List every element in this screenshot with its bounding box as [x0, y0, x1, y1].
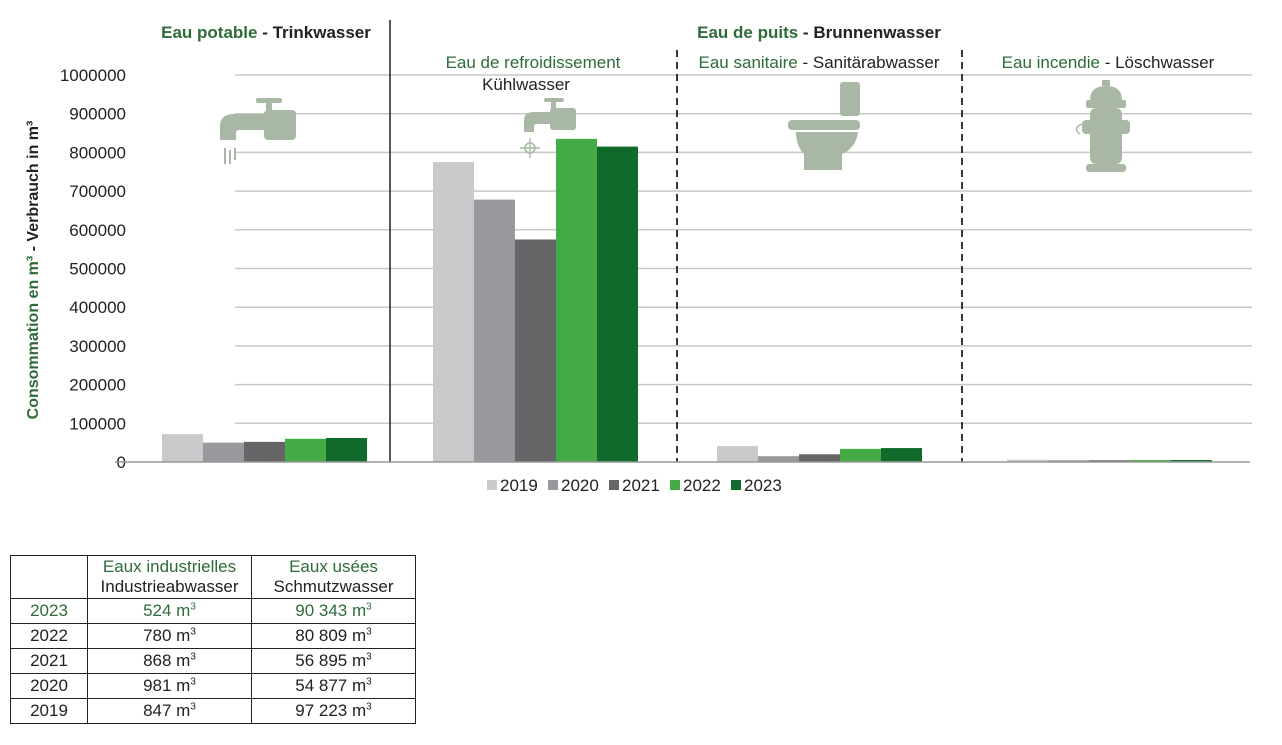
table-cell-industrial: 780 m3 — [87, 623, 252, 649]
table-header-industrial: Eaux industrielles Industrieabwasser — [87, 555, 252, 599]
y-axis-label: Consommation en m³ - Verbrauch in m³ — [25, 121, 42, 420]
table-cell-year: 2019 — [10, 698, 88, 724]
table-row: 2020 981 m3 54 877 m3 — [10, 673, 416, 699]
table-cell-year: 2021 — [10, 648, 88, 674]
table-row: 2022 780 m3 80 809 m3 — [10, 623, 416, 649]
gridlines — [235, 74, 1252, 425]
legend: 2019 2020 2021 2022 2023 — [487, 476, 782, 495]
bar-2019-cat2 — [717, 446, 758, 462]
table-cell-wastewater: 80 809 m3 — [251, 623, 416, 649]
legend-swatch-2023 — [731, 480, 741, 490]
table-cell-industrial: 847 m3 — [87, 698, 252, 724]
y-tick-label: 700000 — [69, 182, 126, 201]
fire-hydrant-icon — [1075, 80, 1130, 172]
y-tick-label: 900000 — [69, 105, 126, 124]
wastewater-table: Eaux industrielles Industrieabwasser Eau… — [10, 555, 416, 724]
bar-2019-cat3 — [1007, 459, 1048, 462]
legend-swatch-2019 — [487, 480, 497, 490]
bar-2021-cat3 — [1089, 460, 1130, 462]
table-row: 2019 847 m3 97 223 m3 — [10, 698, 416, 724]
bar-2020-cat3 — [1048, 460, 1089, 462]
faucet-snowflake-icon — [520, 98, 576, 158]
legend-swatch-2020 — [548, 480, 558, 490]
table-cell-wastewater: 90 343 m3 — [251, 598, 416, 624]
bar-2020-cat1 — [474, 199, 515, 462]
legend-label-2023: 2023 — [744, 476, 782, 495]
bar-2021-cat2 — [799, 454, 840, 462]
table-cell-wastewater: 97 223 m3 — [251, 698, 416, 724]
legend-swatch-2022 — [670, 480, 680, 490]
table-row: 2023 524 m3 90 343 m3 — [10, 598, 416, 624]
category-label-cooling: Eau de refroidissement — [446, 53, 621, 72]
legend-label-2022: 2022 — [683, 476, 721, 495]
legend-swatch-2021 — [609, 480, 619, 490]
bar-2019-cat1 — [433, 162, 474, 462]
category-label-sanitary: Eau sanitaire - Sanitärabwasser — [699, 53, 940, 72]
legend-label-2021: 2021 — [622, 476, 660, 495]
table-cell-industrial: 981 m3 — [87, 673, 252, 699]
y-tick-label: 800000 — [69, 143, 126, 162]
header-potable: Eau potable - Trinkwasser — [161, 23, 371, 42]
table-cell-year: 2022 — [10, 623, 88, 649]
table-header-row: Eaux industrielles Industrieabwasser Eau… — [10, 555, 416, 599]
toilet-icon — [788, 82, 860, 170]
table-cell-wastewater: 56 895 m3 — [251, 648, 416, 674]
header-puits: Eau de puits - Brunnenwasser — [697, 23, 941, 42]
bar-2023-cat2 — [881, 448, 922, 462]
y-tick-label: 100000 — [69, 414, 126, 433]
bar-2022-cat3 — [1130, 460, 1171, 462]
faucet-icon — [220, 98, 296, 164]
table-header-year — [10, 555, 88, 599]
y-axis-ticks: 0100000200000300000400000500000600000700… — [60, 66, 126, 472]
y-tick-label: 1000000 — [60, 66, 126, 85]
bar-2022-cat1 — [556, 138, 597, 463]
table-cell-industrial: 868 m3 — [87, 648, 252, 674]
table-cell-year: 2023 — [10, 598, 88, 624]
category-label-cooling-de: Kühlwasser — [482, 75, 570, 94]
water-consumption-chart: 0100000200000300000400000500000600000700… — [25, 20, 1252, 495]
bar-2021-cat0 — [244, 441, 285, 462]
legend-label-2020: 2020 — [561, 476, 599, 495]
table-cell-year: 2020 — [10, 673, 88, 699]
bar-2022-cat2 — [840, 448, 881, 462]
legend-label-2019: 2019 — [500, 476, 538, 495]
y-tick-label: 300000 — [69, 337, 126, 356]
table-header-wastewater: Eaux usées Schmutzwasser — [251, 555, 416, 599]
y-tick-label: 600000 — [69, 221, 126, 240]
bar-2020-cat2 — [758, 456, 799, 462]
y-tick-label: 400000 — [69, 298, 126, 317]
y-tick-label: 500000 — [69, 260, 126, 279]
table-row: 2021 868 m3 56 895 m3 — [10, 648, 416, 674]
bar-2023-cat1 — [597, 146, 638, 462]
bar-2021-cat1 — [515, 239, 556, 462]
table-cell-wastewater: 54 877 m3 — [251, 673, 416, 699]
bar-2023-cat3 — [1171, 460, 1212, 462]
bar-2019-cat0 — [162, 434, 203, 462]
bar-2020-cat0 — [203, 442, 244, 462]
table-cell-industrial: 524 m3 — [87, 598, 252, 624]
category-label-fire: Eau incendie - Löschwasser — [1002, 53, 1215, 72]
bar-2023-cat0 — [326, 438, 367, 462]
bar-2022-cat0 — [285, 438, 326, 462]
y-tick-label: 200000 — [69, 376, 126, 395]
bars — [162, 138, 1212, 463]
